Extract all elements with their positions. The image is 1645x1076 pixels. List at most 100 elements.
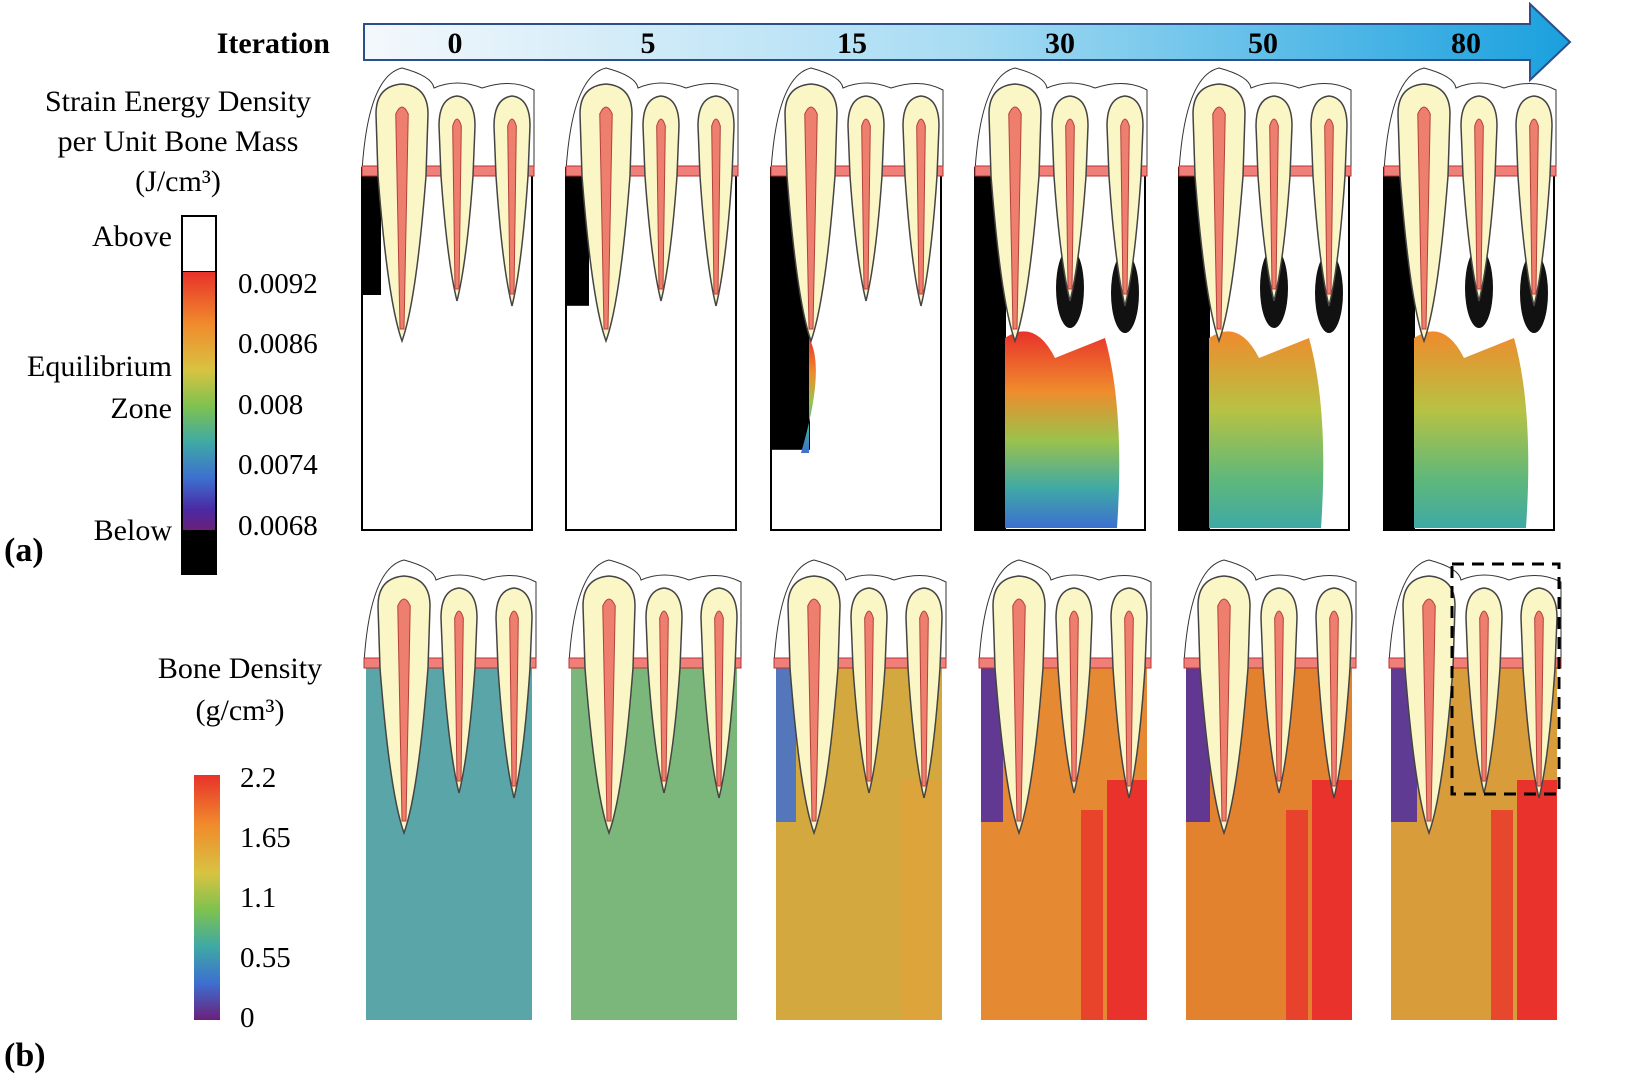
sed-equilibrium-zone <box>1005 331 1120 528</box>
iteration-label: Iteration <box>217 27 331 60</box>
below-label: Below <box>94 514 173 547</box>
density-high-column <box>1081 810 1103 1020</box>
sed-equilibrium-zone <box>1414 331 1529 528</box>
density-pulp-premolar-1 <box>864 610 874 782</box>
panel-a-simulations <box>361 67 1557 531</box>
sed-below-zone <box>567 169 589 306</box>
density-panel-iter-15 <box>773 559 947 1020</box>
sed-pulp-premolar-1 <box>656 118 666 290</box>
sed-pulp-premolar-2 <box>507 118 517 295</box>
density-high-region <box>1517 780 1557 1020</box>
density-pulp-canine <box>602 598 616 822</box>
panel-a-tag: (a) <box>4 532 44 569</box>
sed-panel-iter-5 <box>565 67 739 531</box>
sed-pulp-premolar-2 <box>711 118 721 295</box>
density-pulp-premolar-2 <box>1329 610 1339 787</box>
density-tick-0: 2.2 <box>240 762 276 794</box>
sed-pulp-canine <box>395 106 409 330</box>
density-tick-1: 1.65 <box>240 822 291 854</box>
sed-panel-iter-80 <box>1383 67 1557 531</box>
sed-tick-1: 0.0086 <box>238 328 318 360</box>
sed-tick-3: 0.0074 <box>238 449 318 481</box>
density-tick-2: 1.1 <box>240 882 276 914</box>
sed-pulp-premolar-1 <box>1065 118 1075 290</box>
density-pulp-premolar-2 <box>1124 610 1134 787</box>
iteration-0: 0 <box>448 27 463 60</box>
sed-tick-4: 0.0068 <box>238 510 318 542</box>
panel-b-tag: (b) <box>4 1037 46 1074</box>
density-panel-iter-80 <box>1388 559 1562 1020</box>
iteration-arrow <box>363 1 1572 83</box>
sed-title-line3: (J/cm³) <box>135 165 221 198</box>
density-high-column <box>1286 810 1308 1020</box>
sed-pulp-premolar-1 <box>1474 118 1484 290</box>
density-pulp-canine <box>1012 598 1026 822</box>
sed-pulp-canine <box>1008 106 1022 330</box>
sed-pulp-canine <box>1212 106 1226 330</box>
sed-pulp-premolar-1 <box>452 118 462 290</box>
density-pulp-canine <box>1217 598 1231 822</box>
iteration-15: 15 <box>837 27 867 60</box>
density-pulp-canine <box>397 598 411 822</box>
sed-title-line1: Strain Energy Density <box>45 85 311 118</box>
density-pulp-canine <box>1422 598 1436 822</box>
density-pulp-premolar-2 <box>919 610 929 787</box>
density-panel-iter-5 <box>568 559 742 1020</box>
sed-pulp-canine <box>1417 106 1431 330</box>
highlight-box <box>1450 562 1561 796</box>
panel-b-legend: Bone Density (g/cm³) 2.2 1.65 1.1 0.55 0… <box>4 652 322 1074</box>
density-tick-3: 0.55 <box>240 942 291 974</box>
iteration-80: 80 <box>1451 27 1481 60</box>
sed-pulp-premolar-2 <box>916 118 926 295</box>
above-label: Above <box>92 220 172 253</box>
density-pulp-premolar-1 <box>1479 610 1489 782</box>
density-high-region <box>902 780 942 1020</box>
sed-pulp-premolar-2 <box>1529 118 1539 295</box>
density-high-region <box>1312 780 1352 1020</box>
sed-panel-iter-15 <box>770 67 944 531</box>
density-panel-iter-50 <box>1183 559 1357 1020</box>
sed-equilibrium-zone <box>1209 331 1324 528</box>
sed-pulp-canine <box>599 106 613 330</box>
panel-b-simulations <box>363 559 1562 1020</box>
iteration-30: 30 <box>1045 27 1075 60</box>
sed-colorbar-above <box>181 215 217 273</box>
sed-equilibrium-zone <box>801 338 816 453</box>
density-low-region <box>776 660 796 822</box>
sed-pulp-premolar-1 <box>1269 118 1279 290</box>
sed-colorbar-frame <box>181 215 217 575</box>
sed-title-line2: per Unit Bone Mass <box>58 125 299 158</box>
density-pulp-premolar-1 <box>454 610 464 782</box>
sed-pulp-premolar-2 <box>1120 118 1130 295</box>
density-pulp-premolar-2 <box>509 610 519 787</box>
density-title-line2: (g/cm³) <box>196 694 285 727</box>
density-high-region <box>1107 780 1147 1020</box>
panel-a-legend: Strain Energy Density per Unit Bone Mass… <box>4 85 318 575</box>
sed-colorbar-gradient <box>183 272 215 530</box>
sed-tick-0: 0.0092 <box>238 268 318 300</box>
sed-pulp-premolar-2 <box>1324 118 1334 295</box>
equilibrium-label-line2: Zone <box>110 392 172 425</box>
iteration-50: 50 <box>1248 27 1278 60</box>
density-pulp-premolar-1 <box>1069 610 1079 782</box>
sed-panel-iter-50 <box>1178 67 1352 531</box>
density-panel-iter-0 <box>363 559 537 1020</box>
iteration-5: 5 <box>641 27 656 60</box>
sed-pulp-premolar-1 <box>861 118 871 290</box>
sed-pulp-canine <box>804 106 818 330</box>
sed-panel-iter-0 <box>361 67 535 531</box>
density-pulp-premolar-2 <box>1534 610 1544 787</box>
density-tick-4: 0 <box>240 1002 255 1034</box>
sed-panel-iter-30 <box>974 67 1148 531</box>
arrow-shape <box>363 1 1572 83</box>
sed-colorbar-below <box>182 530 216 574</box>
density-pulp-premolar-2 <box>714 610 724 787</box>
density-high-column <box>1491 810 1513 1020</box>
density-title-line1: Bone Density <box>158 652 322 685</box>
equilibrium-label-line1: Equilibrium <box>27 350 172 383</box>
density-panel-iter-30 <box>978 559 1152 1020</box>
density-colorbar <box>194 775 220 1020</box>
sed-tick-2: 0.008 <box>238 389 303 421</box>
sed-below-zone <box>363 169 381 295</box>
